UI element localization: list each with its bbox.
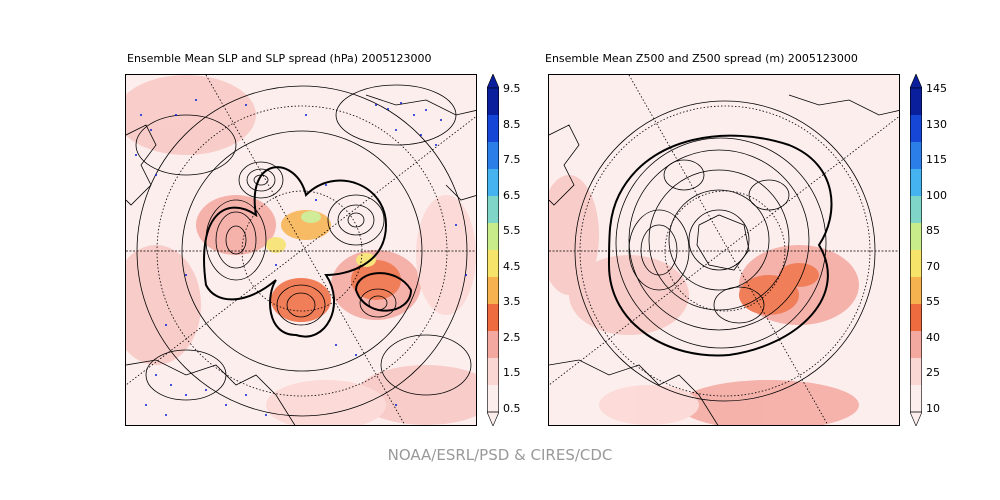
colorbar-segment bbox=[487, 250, 499, 278]
colorbar-tick-label: 115 bbox=[926, 153, 947, 167]
colorbar-tick-label: 5.5 bbox=[503, 224, 521, 238]
z500-map-graphic bbox=[549, 75, 899, 425]
colorbar-segment bbox=[487, 196, 499, 224]
colorbar-segment bbox=[910, 250, 922, 278]
colorbar-segment bbox=[487, 169, 499, 197]
slp-spread-shading bbox=[126, 75, 476, 425]
colorbar-tick-label: 9.5 bbox=[503, 82, 521, 95]
colorbar-tick-label: 7.5 bbox=[503, 153, 521, 167]
colorbar-segment bbox=[910, 169, 922, 197]
colorbar-tick-label: 130 bbox=[926, 117, 947, 131]
z500-graticule bbox=[549, 75, 899, 425]
colorbar-tick-label: 0.5 bbox=[503, 402, 521, 415]
colorbar-tick-label: 10 bbox=[926, 402, 940, 415]
z500-contours bbox=[574, 100, 876, 402]
colorbar-tick-label: 6.5 bbox=[503, 188, 521, 202]
colorbar-tick-label: 3.5 bbox=[503, 295, 521, 309]
colorbar-tick-label: 8.5 bbox=[503, 117, 521, 131]
z500-map bbox=[548, 74, 900, 426]
colorbar-segment bbox=[487, 115, 499, 143]
colorbar-segment bbox=[910, 223, 922, 251]
colorbar-segment bbox=[910, 196, 922, 224]
slp-colorbar bbox=[486, 73, 500, 427]
z500-coastlines bbox=[549, 94, 899, 425]
slp-map-graphic bbox=[126, 75, 476, 425]
colorbar-tick-label: 85 bbox=[926, 224, 940, 238]
colorbar-segment bbox=[487, 88, 499, 116]
right-map-title: Ensemble Mean Z500 and Z500 spread (m) 2… bbox=[545, 52, 858, 65]
z500-spread-shading bbox=[549, 175, 859, 425]
colorbar-segment bbox=[487, 304, 499, 332]
colorbar-tick-label: 4.5 bbox=[503, 259, 521, 273]
z500-colorbar bbox=[909, 73, 923, 427]
colorbar-segment bbox=[910, 115, 922, 143]
colorbar-segment bbox=[910, 142, 922, 170]
slp-isobars bbox=[135, 84, 472, 417]
colorbar-segment bbox=[487, 358, 499, 386]
colorbar-tick-label: 40 bbox=[926, 330, 940, 344]
colorbar-segment bbox=[487, 142, 499, 170]
obs-dots bbox=[135, 99, 467, 416]
colorbar-tick-label: 2.5 bbox=[503, 330, 521, 344]
colorbar-segment bbox=[487, 385, 499, 413]
colorbar-segment bbox=[487, 277, 499, 305]
colorbar-segment bbox=[487, 331, 499, 359]
colorbar-tick-label: 1.5 bbox=[503, 366, 521, 380]
slp-graticule bbox=[126, 75, 476, 425]
colorbar-segment bbox=[910, 358, 922, 386]
colorbar-segment bbox=[910, 331, 922, 359]
slp-coastlines bbox=[126, 94, 476, 425]
colorbar-tick-label: 145 bbox=[926, 82, 947, 95]
colorbar-segment bbox=[910, 304, 922, 332]
credit-text: NOAA/ESRL/PSD & CIRES/CDC bbox=[387, 446, 613, 464]
colorbar-tick-label: 70 bbox=[926, 259, 940, 273]
slp-bold-isobars bbox=[203, 166, 413, 338]
colorbar-segment bbox=[487, 223, 499, 251]
colorbar-segment bbox=[910, 277, 922, 305]
colorbar-tick-label: 100 bbox=[926, 188, 947, 202]
colorbar-segment bbox=[910, 385, 922, 413]
colorbar-tick-label: 55 bbox=[926, 295, 940, 309]
colorbar-tick-label: 25 bbox=[926, 366, 940, 380]
left-map-title: Ensemble Mean SLP and SLP spread (hPa) 2… bbox=[127, 52, 432, 65]
slp-map bbox=[125, 74, 477, 426]
z500-bold-contour bbox=[607, 134, 833, 357]
colorbar-segment bbox=[910, 88, 922, 116]
